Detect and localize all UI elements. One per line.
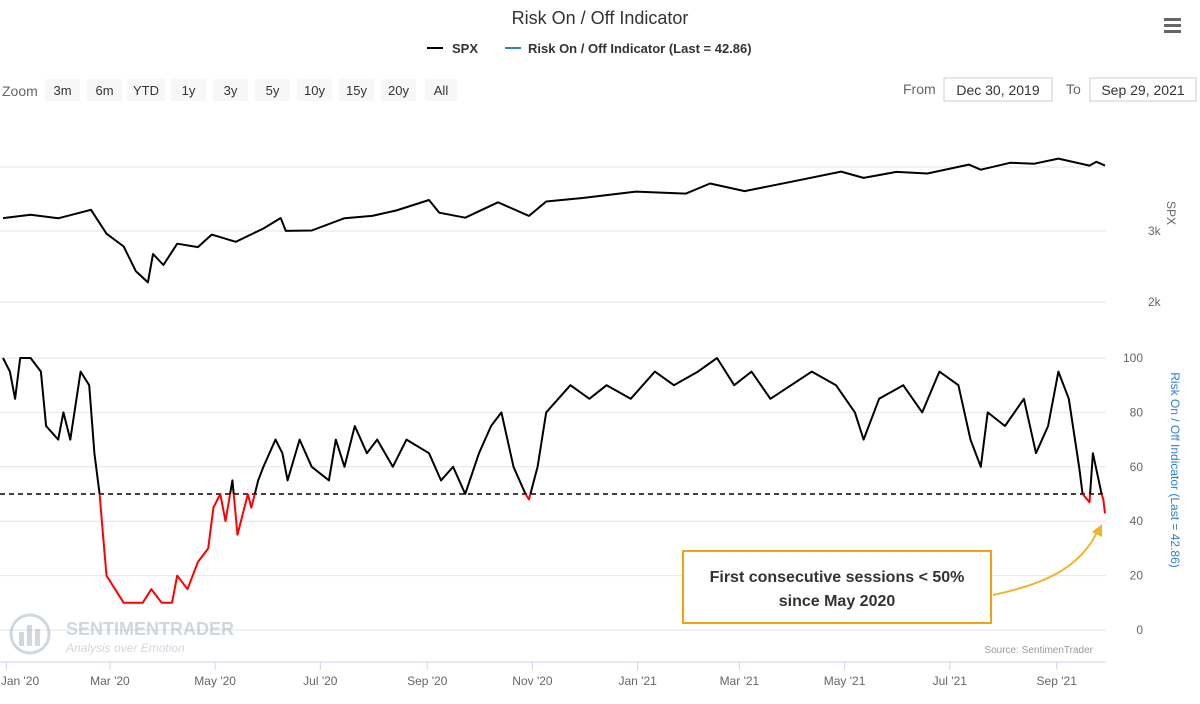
from-label: From bbox=[903, 81, 936, 97]
zoom-button-bg bbox=[87, 79, 122, 101]
x-tick-label: Mar '21 bbox=[720, 674, 760, 688]
zoom-button-bg bbox=[127, 79, 165, 101]
zoom-button-bg bbox=[171, 79, 206, 101]
indicator-line-below-threshold bbox=[1100, 493, 1106, 514]
y-tick-spx: 2k bbox=[1148, 295, 1162, 309]
zoom-button-20y[interactable]: 20y bbox=[381, 79, 416, 101]
zoom-button-6m[interactable]: 6m bbox=[87, 79, 122, 101]
zoom-button-label: 15y bbox=[346, 83, 367, 98]
indicator-line bbox=[1089, 452, 1103, 495]
x-tick-label: Jan '21 bbox=[618, 674, 657, 688]
y-axis-title-indicator: Risk On / Off Indicator (Last = 42.86) bbox=[1168, 372, 1182, 568]
spx-line bbox=[2, 157, 1106, 284]
zoom-button-10y[interactable]: 10y bbox=[297, 79, 332, 101]
indicator-line-below-threshold bbox=[246, 493, 256, 509]
zoom-button-label: 10y bbox=[304, 83, 325, 98]
indicator-line bbox=[2, 357, 101, 495]
y-tick-indicator: 0 bbox=[1136, 623, 1143, 637]
zoom-button-label: 1y bbox=[182, 83, 196, 98]
from-date-value: Dec 30, 2019 bbox=[956, 82, 1039, 98]
annotation-line: since May 2020 bbox=[779, 593, 896, 610]
zoom-button-label: 3y bbox=[224, 83, 238, 98]
indicator-line-below-threshold bbox=[524, 493, 532, 501]
y-tick-indicator: 80 bbox=[1130, 405, 1144, 419]
y-tick-indicator: 100 bbox=[1123, 351, 1143, 365]
zoom-label: Zoom bbox=[2, 83, 38, 99]
zoom-button-15y[interactable]: 15y bbox=[339, 79, 374, 101]
to-date-input[interactable]: Sep 29, 2021 bbox=[1089, 77, 1197, 102]
indicator-line-below-threshold bbox=[1081, 493, 1092, 504]
zoom-button-1y[interactable]: 1y bbox=[171, 79, 206, 101]
indicator-line-below-threshold bbox=[98, 493, 222, 604]
annotation-arrow bbox=[992, 529, 1099, 596]
annotation-box bbox=[682, 550, 992, 624]
axes: 3k 2k SPX 0 20 40 60 80 100 Risk On / Off Indicat… bbox=[0, 201, 1182, 688]
x-tick-label: Mar '20 bbox=[90, 674, 130, 688]
zoom-button-label: 5y bbox=[266, 83, 280, 98]
legend-item-indicator[interactable]: Risk On / Off Indicator (Last = 42.86) bbox=[505, 41, 752, 56]
zoom-button-label: 6m bbox=[95, 83, 113, 98]
zoom-button-bg bbox=[45, 79, 80, 101]
watermark-logo-icon bbox=[9, 613, 51, 655]
zoom-buttons: 3m 6m YTD 1y 3y 5y 10y 15y 20y All bbox=[45, 79, 457, 101]
legend[interactable]: SPX Risk On / Off Indicator (Last = 42.8… bbox=[427, 41, 752, 56]
from-date-input[interactable]: Dec 30, 2019 bbox=[943, 77, 1053, 102]
annotation: First consecutive sessions < 50% since Ma… bbox=[682, 524, 1102, 624]
watermark-name: SENTIMENTRADER bbox=[66, 619, 234, 639]
y-tick-indicator: 40 bbox=[1130, 514, 1144, 528]
zoom-button-5y[interactable]: 5y bbox=[255, 79, 290, 101]
zoom-button-bg bbox=[255, 79, 290, 101]
x-tick-label: Sep '20 bbox=[407, 674, 448, 688]
legend-label-spx: SPX bbox=[452, 41, 478, 56]
zoom-button-all[interactable]: All bbox=[425, 79, 457, 101]
zoom-button-bg bbox=[339, 79, 374, 101]
x-tick-label: Jul '20 bbox=[303, 674, 338, 688]
y-tick-spx: 3k bbox=[1148, 224, 1162, 238]
watermark: SENTIMENTRADER Analysis over Emotion bbox=[9, 613, 234, 655]
indicator-line bbox=[529, 357, 1084, 495]
zoom-button-bg bbox=[381, 79, 416, 101]
indicator-line bbox=[253, 411, 527, 495]
annotation-arrowhead-icon bbox=[1092, 524, 1102, 537]
y-tick-indicator: 20 bbox=[1130, 569, 1144, 583]
x-tick-label: Jul '21 bbox=[933, 674, 968, 688]
zoom-button-label: 20y bbox=[388, 83, 409, 98]
zoom-button-bg bbox=[213, 79, 248, 101]
legend-label-indicator: Risk On / Off Indicator (Last = 42.86) bbox=[528, 41, 752, 56]
y-tick-indicator: 60 bbox=[1130, 460, 1144, 474]
zoom-button-3y[interactable]: 3y bbox=[213, 79, 248, 101]
x-tick-label: Jan '20 bbox=[1, 674, 40, 688]
source-credit: Source: SentimenTrader bbox=[984, 645, 1093, 656]
zoom-button-label: 3m bbox=[53, 83, 71, 98]
watermark-tagline: Analysis over Emotion bbox=[65, 641, 185, 655]
zoom-button-3m[interactable]: 3m bbox=[45, 79, 80, 101]
indicator-line-below-threshold bbox=[232, 493, 249, 536]
zoom-button-ytd[interactable]: YTD bbox=[127, 79, 165, 101]
zoom-button-label: All bbox=[434, 83, 449, 98]
series-layer bbox=[0, 157, 1106, 604]
hamburger-menu-icon[interactable] bbox=[1162, 15, 1184, 35]
zoom-button-label: YTD bbox=[133, 83, 159, 98]
indicator-line-below-threshold bbox=[219, 493, 232, 523]
indicator-line bbox=[229, 479, 235, 495]
annotation-text: First consecutive sessions < 50% since Ma… bbox=[710, 569, 965, 610]
annotation-line: First consecutive sessions < 50% bbox=[710, 569, 965, 586]
y-axis-title-spx: SPX bbox=[1164, 201, 1178, 225]
to-date-value: Sep 29, 2021 bbox=[1101, 82, 1185, 98]
legend-item-spx[interactable]: SPX bbox=[427, 41, 478, 56]
x-tick-label: May '20 bbox=[194, 674, 236, 688]
gridlines bbox=[0, 166, 1106, 631]
to-label: To bbox=[1066, 81, 1081, 97]
x-tick-label: Sep '21 bbox=[1037, 674, 1078, 688]
x-tick-label: May '21 bbox=[824, 674, 866, 688]
zoom-button-bg bbox=[297, 79, 332, 101]
zoom-button-bg bbox=[425, 79, 457, 101]
chart-title: Risk On / Off Indicator bbox=[512, 8, 689, 28]
x-tick-label: Nov '20 bbox=[512, 674, 553, 688]
